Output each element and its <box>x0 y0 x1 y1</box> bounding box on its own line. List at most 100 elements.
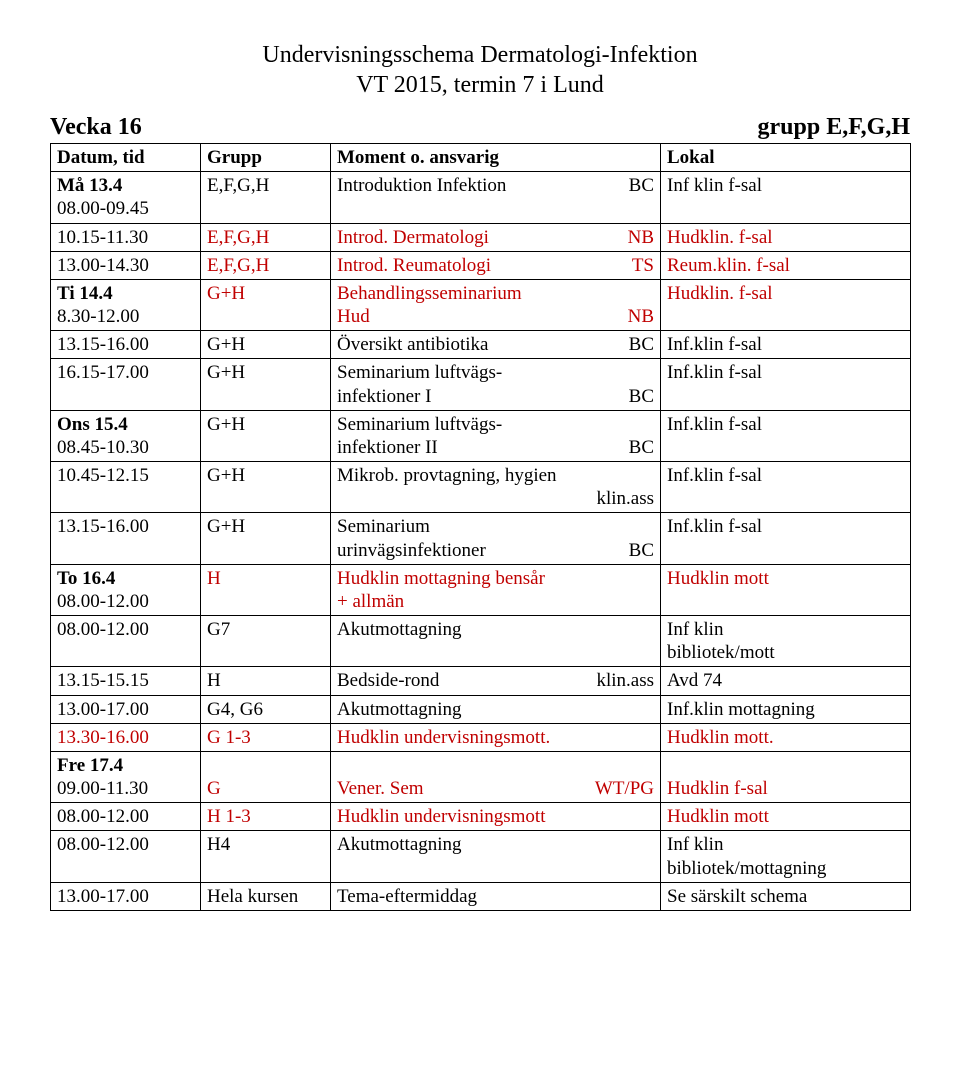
moment-text: Behandlingsseminarium <box>337 282 522 305</box>
cell-moment: Tema-eftermiddag <box>331 882 661 910</box>
cell-moment: Översikt antibiotikaBC <box>331 331 661 359</box>
cell-moment: Vener. SemWT/PG <box>331 751 661 802</box>
table-row: 13.15-16.00G+HÖversikt antibiotikaBCInf.… <box>51 331 911 359</box>
cell-datum: 08.00-12.00 <box>51 803 201 831</box>
week-right: grupp E,F,G,H <box>758 114 911 141</box>
table-row: 08.00-12.00H 1-3Hudklin undervisningsmot… <box>51 803 911 831</box>
cell-datum-line: Må 13.4 <box>57 174 194 197</box>
cell-datum-line: Fre 17.4 <box>57 754 194 777</box>
cell-grupp: G4, G6 <box>201 695 331 723</box>
cell-lokal: Inf.klin f-sal <box>661 513 911 564</box>
col-moment: Moment o. ansvarig <box>331 144 661 172</box>
cell-lokal: Inf.klin f-sal <box>661 359 911 410</box>
cell-moment: SeminariumurinvägsinfektionerBC <box>331 513 661 564</box>
cell-moment: Hudklin undervisningsmott <box>331 803 661 831</box>
cell-datum-line: 16.15-17.00 <box>57 361 194 384</box>
cell-lokal: Hudklin. f-sal <box>661 279 911 330</box>
moment-line: Behandlingsseminarium <box>337 282 654 305</box>
moment-text: Bedside-rond <box>337 669 439 692</box>
moment-line: Introd. DermatologiNB <box>337 226 654 249</box>
cell-grupp-line: E,F,G,H <box>207 174 324 197</box>
cell-lokal: Inf.klin mottagning <box>661 695 911 723</box>
moment-code: BC <box>629 436 654 459</box>
moment-line: Bedside-rond klin.ass <box>337 669 654 692</box>
moment-line: Mikrob. provtagning, hygien <box>337 464 654 487</box>
cell-datum-line: 08.00-12.00 <box>57 618 194 641</box>
moment-text: Akutmottagning <box>337 618 462 641</box>
moment-text: Introd. Reumatologi <box>337 254 491 277</box>
cell-moment: Akutmottagning <box>331 831 661 882</box>
cell-lokal: Inf.klin f-sal <box>661 331 911 359</box>
cell-moment: Seminarium luftvägs-infektioner IBC <box>331 359 661 410</box>
cell-lokal-line: Inf.klin f-sal <box>667 515 904 538</box>
cell-grupp-line: H4 <box>207 833 324 856</box>
cell-datum: 13.00-17.00 <box>51 882 201 910</box>
moment-line: Akutmottagning <box>337 833 654 856</box>
moment-line: klin.ass <box>337 487 654 510</box>
cell-grupp: H <box>201 564 331 615</box>
table-row: 13.00-17.00Hela kursenTema-eftermiddagSe… <box>51 882 911 910</box>
table-row: 13.00-17.00G4, G6AkutmottagningInf.klin … <box>51 695 911 723</box>
cell-datum: 10.15-11.30 <box>51 223 201 251</box>
cell-moment: Behandlingsseminarium HudNB <box>331 279 661 330</box>
cell-lokal-line: Avd 74 <box>667 669 904 692</box>
cell-datum: 13.00-14.30 <box>51 251 201 279</box>
moment-text: + allmän <box>337 590 404 613</box>
cell-moment: Hudklin undervisningsmott. <box>331 723 661 751</box>
cell-datum: 13.30-16.00 <box>51 723 201 751</box>
cell-grupp: E,F,G,H <box>201 251 331 279</box>
table-row: 16.15-17.00G+HSeminarium luftvägs-infekt… <box>51 359 911 410</box>
table-row: Må 13.408.00-09.45E,F,G,HIntroduktion In… <box>51 172 911 223</box>
table-row: 08.00-12.00G7AkutmottagningInf klinbibli… <box>51 616 911 667</box>
cell-datum: 13.15-16.00 <box>51 331 201 359</box>
table-row: Ons 15.408.45-10.30G+HSeminarium luftväg… <box>51 410 911 461</box>
table-header-row: Datum, tid Grupp Moment o. ansvarig Loka… <box>51 144 911 172</box>
cell-lokal-line: Reum.klin. f-sal <box>667 254 904 277</box>
moment-line: Akutmottagning <box>337 618 654 641</box>
cell-grupp-line: E,F,G,H <box>207 226 324 249</box>
moment-code: klin.ass <box>596 669 654 692</box>
title-line-1: Undervisningsschema Dermatologi-Infektio… <box>50 40 910 70</box>
moment-line <box>337 754 654 777</box>
cell-grupp: G+H <box>201 279 331 330</box>
cell-lokal-line: Inf klin <box>667 833 904 856</box>
week-header: Vecka 16 grupp E,F,G,H <box>50 114 910 141</box>
moment-code: NB <box>628 305 654 328</box>
cell-datum: 08.00-12.00 <box>51 831 201 882</box>
cell-datum-line: 10.45-12.15 <box>57 464 194 487</box>
cell-lokal-line: Inf.klin f-sal <box>667 333 904 356</box>
table-row: 13.00-14.30E,F,G,HIntrod. ReumatologiTSR… <box>51 251 911 279</box>
week-left: Vecka 16 <box>50 114 142 141</box>
cell-lokal: Hudklin mott. <box>661 723 911 751</box>
cell-datum: To 16.408.00-12.00 <box>51 564 201 615</box>
cell-datum: 08.00-12.00 <box>51 616 201 667</box>
cell-grupp: G+H <box>201 359 331 410</box>
cell-moment: Akutmottagning <box>331 616 661 667</box>
col-lokal: Lokal <box>661 144 911 172</box>
moment-line: Hudklin mottagning bensår <box>337 567 654 590</box>
cell-lokal: Avd 74 <box>661 667 911 695</box>
cell-lokal-line: Hudklin. f-sal <box>667 226 904 249</box>
cell-lokal: Inf klinbibliotek/mott <box>661 616 911 667</box>
moment-line: Hudklin undervisningsmott <box>337 805 654 828</box>
cell-grupp-line: G+H <box>207 413 324 436</box>
moment-line: infektioner IBC <box>337 385 654 408</box>
moment-text: urinvägsinfektioner <box>337 539 486 562</box>
cell-lokal-line: Inf.klin f-sal <box>667 464 904 487</box>
cell-lokal-line: Hudklin f-sal <box>667 777 904 800</box>
moment-text: Introduktion Infektion <box>337 174 506 197</box>
cell-lokal: Inf.klin f-sal <box>661 462 911 513</box>
table-row: 13.15-15.15HBedside-rondklin.assAvd 74 <box>51 667 911 695</box>
table-row: 08.00-12.00H4AkutmottagningInf klinbibli… <box>51 831 911 882</box>
cell-datum-line: 13.15-15.15 <box>57 669 194 692</box>
moment-text: Hudklin undervisningsmott. <box>337 726 550 749</box>
moment-line: Seminarium luftvägs- <box>337 361 654 384</box>
cell-datum-line: 08.00-12.00 <box>57 833 194 856</box>
moment-text: Hudklin mottagning bensår <box>337 567 545 590</box>
table-row: Ti 14.48.30-12.00G+HBehandlingsseminariu… <box>51 279 911 330</box>
moment-line: urinvägsinfektionerBC <box>337 539 654 562</box>
cell-lokal-line <box>667 754 904 777</box>
moment-line: Seminarium luftvägs- <box>337 413 654 436</box>
cell-datum: 16.15-17.00 <box>51 359 201 410</box>
moment-text <box>337 487 342 510</box>
